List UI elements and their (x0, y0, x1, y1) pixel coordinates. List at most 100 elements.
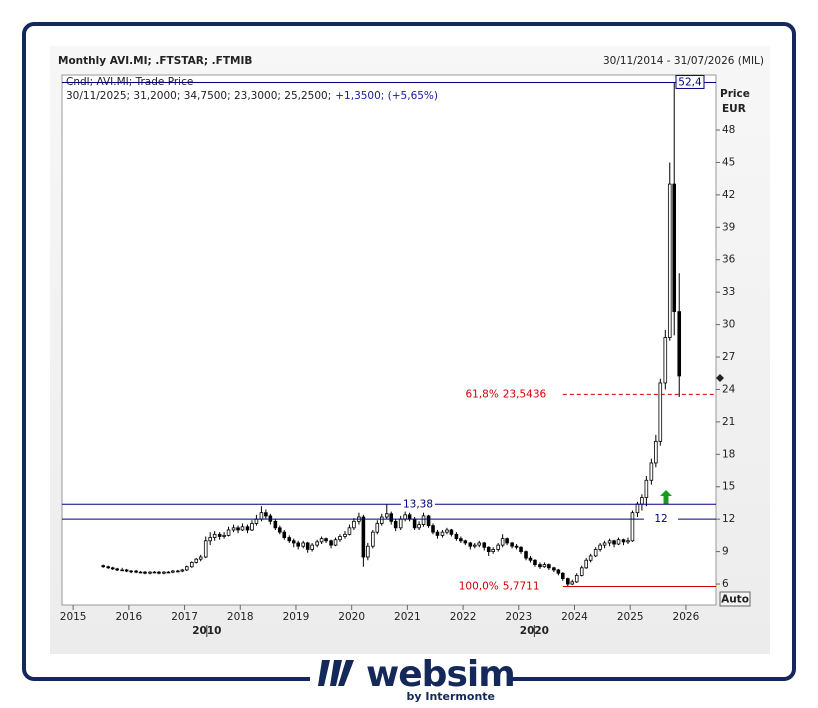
y-axis-unit: EUR (722, 103, 746, 115)
candle-body (472, 544, 477, 547)
candle-body (463, 540, 468, 544)
candle-body (115, 568, 119, 571)
level-label-bg (644, 513, 678, 526)
candle-body (635, 503, 640, 514)
auto-button-label[interactable]: Auto (721, 594, 749, 606)
candle-body (338, 536, 342, 541)
candle-body (528, 557, 533, 561)
candle-body (482, 542, 487, 548)
candle-body (626, 540, 630, 543)
y-tick-label: 48 (722, 124, 735, 136)
x-tick-label: 2026 (673, 611, 700, 623)
candle-body (431, 525, 435, 533)
candle-body (398, 518, 403, 529)
candle-body (250, 523, 254, 531)
candle-body (607, 540, 612, 544)
candle-body (134, 570, 138, 573)
candle-body (110, 567, 115, 570)
y-tick-label: 18 (722, 448, 735, 460)
x-tick-label: 2019 (283, 611, 310, 623)
level-label-box (675, 74, 705, 89)
candle-body (445, 529, 449, 533)
candle-body (148, 571, 152, 574)
y-tick-label: 27 (722, 351, 735, 363)
candle-body (166, 571, 171, 574)
candle-body (301, 542, 306, 547)
candle-body (236, 527, 240, 531)
candle-body (616, 539, 621, 545)
candle-body (440, 531, 445, 536)
y-tick-label: 12 (722, 513, 735, 525)
candle-body (347, 527, 352, 535)
candle-body (454, 533, 459, 540)
level-label: 52,4 (678, 76, 702, 88)
candle-body (621, 539, 626, 543)
candle-body (389, 513, 394, 522)
candle-body (194, 558, 199, 563)
candle-body (561, 572, 565, 580)
candle-body (514, 545, 519, 548)
y-tick-label: 6 (722, 578, 729, 590)
logo-tagline: by Intermonte (406, 690, 495, 703)
candle-body (500, 538, 505, 546)
x-tick-label: 2023 (505, 611, 532, 623)
candle-body (449, 529, 454, 535)
candle-body (677, 311, 682, 377)
candle-body (268, 515, 273, 522)
candle-body (143, 571, 147, 574)
period-label: 2020 (520, 625, 549, 637)
y-tick-label: 30 (722, 319, 735, 331)
candle-body (333, 539, 338, 546)
candle-body (393, 520, 398, 529)
candle-body (417, 524, 421, 529)
candle-body (533, 559, 537, 565)
y-tick-label: 9 (722, 546, 729, 558)
y-tick-label: 36 (722, 254, 736, 266)
candle-body (226, 529, 231, 536)
candle-body (658, 382, 663, 442)
level-label: 5,7711 (503, 581, 540, 593)
candle-body (379, 516, 384, 524)
candle-body (310, 544, 314, 550)
candle-body (157, 571, 161, 574)
candle-body (217, 533, 222, 537)
candle-body (124, 569, 129, 572)
level-label: 13,38 (403, 498, 433, 510)
candle-body (203, 540, 208, 558)
level-ratio: 61,8% (465, 388, 498, 400)
candle-body (602, 542, 607, 546)
candle-body (579, 567, 584, 576)
candle-body (598, 544, 602, 550)
candle-body (287, 537, 292, 542)
candle-body (282, 531, 287, 538)
candle-body (519, 546, 523, 553)
y-tick-label: 42 (722, 189, 735, 201)
candle-body (496, 544, 500, 550)
candle-body (547, 564, 551, 569)
candle-body (106, 566, 111, 569)
level-ratio: 100,0% (459, 581, 499, 593)
candle-body (222, 534, 226, 537)
candle-body (552, 567, 556, 571)
candle-body (435, 531, 440, 536)
x-tick-label: 2024 (561, 611, 588, 623)
candle-body (162, 571, 166, 574)
candle-body (556, 569, 561, 574)
candle-body (343, 533, 347, 537)
candle-body (240, 526, 245, 531)
candle-body (190, 562, 194, 568)
y-tick-label: 45 (722, 156, 735, 168)
candle-body (667, 183, 672, 338)
candle-body (612, 540, 616, 545)
last-price-marker (716, 374, 724, 382)
auto-button[interactable] (719, 591, 751, 607)
chart-title: Monthly AVI.MI; .FTSTAR; .FTMIB (58, 55, 252, 67)
x-tick-label: 2016 (115, 611, 142, 623)
x-tick-label: 2018 (227, 611, 254, 623)
y-axis-label: Price (720, 88, 750, 100)
candle-body (120, 569, 124, 572)
candle-body (254, 518, 259, 524)
candle-body (574, 574, 579, 583)
info-change: +1,3500; (+5,65%) (335, 90, 438, 102)
